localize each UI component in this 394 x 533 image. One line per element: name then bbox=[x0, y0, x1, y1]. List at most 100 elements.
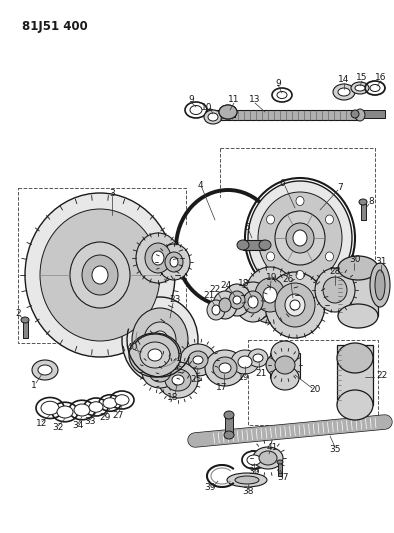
Ellipse shape bbox=[265, 272, 325, 338]
Text: 12: 12 bbox=[36, 419, 48, 429]
Ellipse shape bbox=[275, 211, 325, 265]
Text: 23: 23 bbox=[169, 295, 181, 304]
Text: 28: 28 bbox=[329, 268, 341, 277]
Text: 19: 19 bbox=[266, 273, 278, 282]
Text: 13: 13 bbox=[249, 95, 261, 104]
Ellipse shape bbox=[219, 298, 231, 312]
Text: 22: 22 bbox=[376, 370, 387, 379]
Ellipse shape bbox=[224, 411, 234, 419]
Text: 16: 16 bbox=[375, 74, 387, 83]
Ellipse shape bbox=[275, 283, 315, 327]
Bar bbox=[222, 107, 235, 117]
Ellipse shape bbox=[193, 356, 203, 364]
Text: 25: 25 bbox=[190, 376, 202, 384]
Text: 81J51 400: 81J51 400 bbox=[22, 20, 88, 33]
Ellipse shape bbox=[148, 349, 162, 361]
Ellipse shape bbox=[205, 109, 215, 121]
Ellipse shape bbox=[21, 317, 29, 323]
Bar bbox=[248, 340, 378, 425]
Text: 15: 15 bbox=[356, 74, 368, 83]
Ellipse shape bbox=[245, 267, 295, 323]
Ellipse shape bbox=[231, 350, 259, 374]
Ellipse shape bbox=[70, 242, 130, 308]
Text: 10: 10 bbox=[201, 102, 213, 111]
Ellipse shape bbox=[182, 197, 274, 299]
Text: 6: 6 bbox=[279, 179, 285, 188]
Ellipse shape bbox=[190, 106, 202, 115]
Ellipse shape bbox=[136, 233, 180, 283]
Ellipse shape bbox=[170, 257, 178, 267]
Ellipse shape bbox=[103, 398, 117, 408]
Ellipse shape bbox=[259, 240, 271, 250]
Ellipse shape bbox=[325, 215, 333, 224]
Ellipse shape bbox=[355, 109, 365, 121]
Ellipse shape bbox=[25, 193, 175, 357]
Text: 24: 24 bbox=[220, 280, 232, 289]
Ellipse shape bbox=[235, 476, 259, 484]
Ellipse shape bbox=[213, 291, 237, 319]
Ellipse shape bbox=[253, 447, 283, 469]
Text: 1: 1 bbox=[31, 381, 37, 390]
Text: 8: 8 bbox=[368, 198, 374, 206]
Ellipse shape bbox=[208, 113, 218, 121]
Ellipse shape bbox=[258, 192, 342, 284]
Ellipse shape bbox=[277, 460, 283, 464]
Text: 3: 3 bbox=[109, 189, 115, 198]
Bar bbox=[270, 353, 300, 378]
Text: 39: 39 bbox=[204, 483, 216, 492]
Ellipse shape bbox=[152, 331, 168, 349]
Ellipse shape bbox=[259, 451, 277, 465]
Ellipse shape bbox=[158, 244, 190, 280]
Bar bbox=[18, 188, 186, 343]
Ellipse shape bbox=[132, 308, 188, 372]
Ellipse shape bbox=[248, 296, 258, 308]
Ellipse shape bbox=[325, 252, 333, 261]
Ellipse shape bbox=[165, 252, 183, 272]
Ellipse shape bbox=[188, 351, 208, 369]
Ellipse shape bbox=[165, 369, 191, 391]
Ellipse shape bbox=[267, 215, 275, 224]
Ellipse shape bbox=[315, 268, 355, 312]
Ellipse shape bbox=[204, 110, 222, 124]
Ellipse shape bbox=[229, 291, 245, 309]
Ellipse shape bbox=[41, 401, 59, 415]
Ellipse shape bbox=[323, 277, 347, 303]
Bar bbox=[337, 345, 373, 405]
Ellipse shape bbox=[38, 365, 52, 375]
Ellipse shape bbox=[293, 230, 307, 246]
Ellipse shape bbox=[351, 110, 359, 118]
Text: 17: 17 bbox=[216, 383, 228, 392]
Text: 19: 19 bbox=[238, 374, 250, 383]
Text: 4: 4 bbox=[197, 181, 203, 190]
Text: 18: 18 bbox=[238, 279, 250, 288]
Bar bbox=[225, 415, 233, 435]
Bar bbox=[23, 320, 28, 338]
Ellipse shape bbox=[370, 263, 390, 307]
Text: 7: 7 bbox=[337, 182, 343, 191]
Ellipse shape bbox=[255, 278, 285, 312]
Ellipse shape bbox=[122, 297, 198, 383]
Ellipse shape bbox=[145, 243, 171, 273]
Ellipse shape bbox=[235, 282, 271, 322]
Ellipse shape bbox=[286, 223, 314, 253]
Ellipse shape bbox=[266, 353, 294, 377]
Ellipse shape bbox=[248, 349, 268, 367]
Ellipse shape bbox=[89, 402, 103, 412]
Ellipse shape bbox=[212, 305, 220, 315]
Ellipse shape bbox=[74, 404, 90, 416]
Ellipse shape bbox=[275, 356, 295, 374]
Ellipse shape bbox=[115, 395, 129, 405]
Ellipse shape bbox=[296, 271, 304, 279]
Text: 5: 5 bbox=[244, 223, 250, 232]
Ellipse shape bbox=[296, 197, 304, 206]
Text: 27: 27 bbox=[112, 410, 124, 419]
Text: 29: 29 bbox=[99, 414, 111, 423]
Ellipse shape bbox=[271, 341, 299, 365]
Ellipse shape bbox=[253, 354, 263, 362]
Ellipse shape bbox=[213, 357, 237, 379]
Ellipse shape bbox=[247, 455, 261, 465]
Text: 9: 9 bbox=[188, 95, 194, 104]
Ellipse shape bbox=[338, 256, 378, 280]
Ellipse shape bbox=[277, 92, 287, 99]
Ellipse shape bbox=[233, 296, 241, 304]
